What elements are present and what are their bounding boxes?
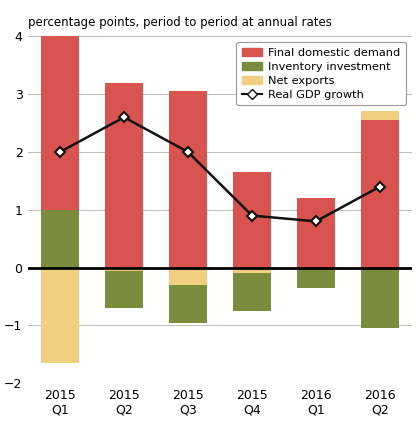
Bar bbox=[41, 0, 79, 210]
Bar bbox=[169, 91, 207, 268]
Bar bbox=[361, 268, 399, 328]
Bar bbox=[41, 210, 79, 268]
Bar bbox=[105, 83, 143, 268]
Bar bbox=[169, 268, 207, 285]
Bar bbox=[233, 273, 271, 311]
Bar bbox=[297, 268, 335, 288]
Bar bbox=[233, 172, 271, 268]
Bar bbox=[41, 268, 79, 363]
Bar bbox=[233, 268, 271, 273]
Text: percentage points, period to period at annual rates: percentage points, period to period at a… bbox=[28, 16, 332, 29]
Bar bbox=[169, 285, 207, 322]
Bar bbox=[297, 198, 335, 268]
Bar bbox=[361, 120, 399, 268]
Bar bbox=[105, 268, 143, 271]
Bar bbox=[105, 271, 143, 308]
Bar bbox=[361, 112, 399, 120]
Legend: Final domestic demand, Inventory investment, Net exports, Real GDP growth: Final domestic demand, Inventory investm… bbox=[236, 42, 406, 105]
